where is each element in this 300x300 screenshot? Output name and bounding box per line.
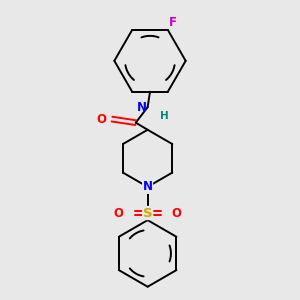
Text: O: O [114, 206, 124, 220]
Text: S: S [143, 206, 152, 220]
Text: N: N [142, 180, 153, 194]
Text: F: F [169, 16, 177, 29]
Text: O: O [96, 112, 106, 126]
Text: H: H [160, 111, 168, 121]
Text: O: O [171, 206, 182, 220]
Text: N: N [136, 101, 146, 114]
